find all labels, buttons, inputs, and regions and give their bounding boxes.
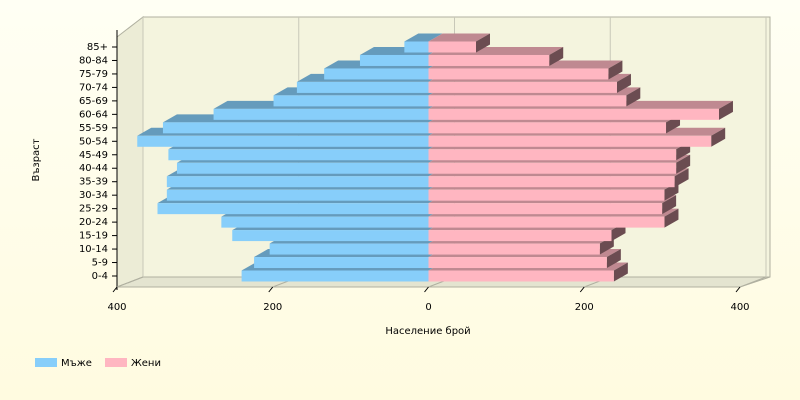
bar <box>428 189 665 201</box>
bar <box>241 270 429 282</box>
x-tick <box>735 286 741 293</box>
bar-side <box>676 154 691 174</box>
bar <box>428 257 607 269</box>
bar <box>428 270 614 282</box>
bar-side <box>606 249 621 269</box>
legend-label: Мъже <box>61 358 92 369</box>
x-tick <box>112 286 118 293</box>
y-tick-label: 80-84 <box>79 55 108 66</box>
y-tick-label: 60-64 <box>79 109 108 120</box>
y-tick-label: 25-29 <box>79 204 108 215</box>
legend-label: Жени <box>131 358 161 369</box>
bar <box>428 243 600 255</box>
bar-side <box>626 87 641 107</box>
bar-side <box>674 168 689 188</box>
y-tick-label: 65-69 <box>79 96 108 107</box>
y-tick-label: 45-49 <box>79 150 108 161</box>
bar <box>273 95 429 107</box>
bar-side <box>711 127 726 147</box>
bar-side <box>664 208 679 228</box>
bar <box>176 162 429 174</box>
x-tick <box>268 286 274 293</box>
y-tick-label: 10-14 <box>79 244 108 255</box>
y-tick-label: 20-24 <box>79 217 108 228</box>
bar <box>221 216 429 228</box>
y-tick-label: 55-59 <box>79 123 108 134</box>
floor-grid-line <box>116 276 144 288</box>
bar <box>428 176 675 188</box>
bar <box>428 95 627 107</box>
bar <box>166 176 429 188</box>
bar <box>428 68 609 80</box>
side-wall <box>116 15 144 288</box>
bar-side <box>718 100 733 120</box>
bar <box>404 41 429 53</box>
bar <box>162 122 429 134</box>
bar <box>428 162 677 174</box>
bar <box>232 230 429 242</box>
bar <box>269 243 429 255</box>
bar <box>428 216 665 228</box>
bar-side <box>608 60 623 80</box>
bar <box>428 122 667 134</box>
x-tick-label: 200 <box>575 302 594 313</box>
bar-side <box>616 73 631 93</box>
y-tick-label: 40-44 <box>79 163 108 174</box>
x-tick <box>579 286 585 293</box>
x-tick-label: 400 <box>730 302 749 313</box>
y-tick-label: 30-34 <box>79 190 108 201</box>
bar <box>428 135 712 147</box>
bar <box>296 81 429 93</box>
bar-side <box>476 33 491 53</box>
bar <box>213 108 429 120</box>
y-tick-label: 15-19 <box>79 231 108 242</box>
bar <box>428 81 617 93</box>
bar <box>168 149 429 161</box>
legend-swatch <box>35 358 57 367</box>
bar <box>324 68 429 80</box>
bar <box>254 257 429 269</box>
bar <box>359 54 429 66</box>
bar <box>428 108 719 120</box>
y-tick-label: 70-74 <box>79 82 108 93</box>
bar <box>428 203 663 215</box>
bar-top <box>428 33 491 42</box>
bar-side <box>549 46 564 66</box>
bar-top <box>404 33 443 42</box>
legend-swatch <box>105 358 127 367</box>
x-tick-label: 200 <box>263 302 282 313</box>
y-tick-label: 35-39 <box>79 177 108 188</box>
bar <box>137 135 429 147</box>
x-tick <box>424 286 429 293</box>
x-tick-label: 0 <box>425 302 431 313</box>
bar-side <box>613 262 628 282</box>
y-tick-label: 75-79 <box>79 69 108 80</box>
bar <box>428 149 677 161</box>
floor-grid-line <box>739 276 767 288</box>
y-tick-label: 0-4 <box>92 271 108 282</box>
x-axis-title: Население брой <box>385 326 470 337</box>
bar <box>157 203 429 215</box>
x-tick-label: 400 <box>107 302 126 313</box>
y-tick-label: 50-54 <box>79 136 108 147</box>
y-tick-label: 5-9 <box>92 258 108 269</box>
bar <box>428 54 550 66</box>
y-axis-title: Възраст <box>31 138 42 181</box>
bar <box>428 230 612 242</box>
bar-side <box>662 195 677 215</box>
bar <box>428 41 477 53</box>
y-tick-label: 85+ <box>87 42 108 53</box>
bar <box>166 189 429 201</box>
